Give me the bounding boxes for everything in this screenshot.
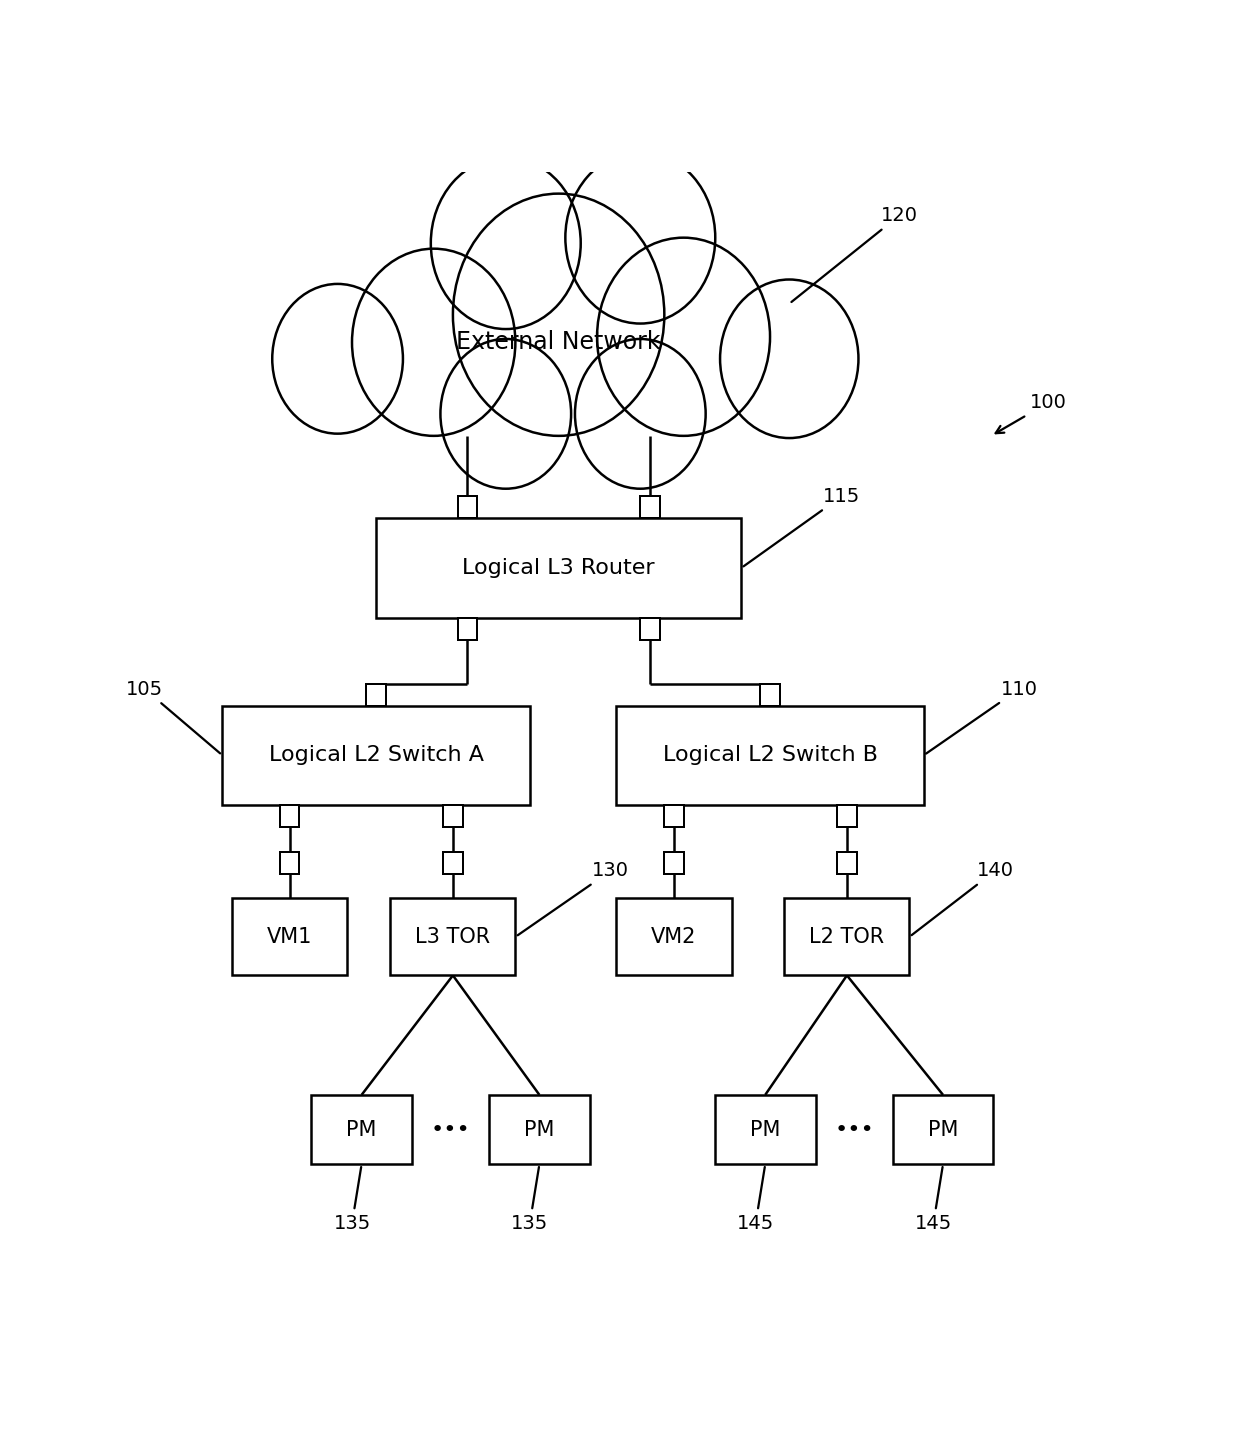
- Bar: [232, 898, 347, 975]
- Bar: [616, 898, 732, 975]
- Text: 130: 130: [517, 861, 629, 935]
- Bar: [222, 705, 529, 805]
- Bar: [616, 705, 924, 805]
- Text: 115: 115: [744, 488, 861, 566]
- Text: Logical L2 Switch A: Logical L2 Switch A: [269, 745, 484, 765]
- Text: VM1: VM1: [267, 927, 312, 947]
- Text: 135: 135: [511, 1167, 548, 1233]
- Bar: [893, 1095, 993, 1164]
- Circle shape: [453, 193, 665, 436]
- Text: Logical L2 Switch B: Logical L2 Switch B: [662, 745, 878, 765]
- Text: 145: 145: [915, 1167, 952, 1233]
- Bar: [837, 852, 857, 874]
- Text: •••: •••: [430, 1120, 470, 1140]
- Text: PM: PM: [928, 1120, 959, 1140]
- Text: PM: PM: [525, 1120, 554, 1140]
- Bar: [367, 684, 386, 705]
- Bar: [376, 519, 742, 618]
- Bar: [458, 618, 477, 639]
- Bar: [280, 852, 299, 874]
- Bar: [760, 684, 780, 705]
- Circle shape: [430, 157, 580, 329]
- Bar: [444, 852, 463, 874]
- Bar: [489, 1095, 590, 1164]
- Text: L3 TOR: L3 TOR: [415, 927, 491, 947]
- Text: 145: 145: [737, 1167, 774, 1233]
- Circle shape: [565, 152, 715, 323]
- Circle shape: [720, 279, 858, 438]
- Bar: [665, 852, 683, 874]
- Bar: [714, 1095, 816, 1164]
- Circle shape: [598, 237, 770, 436]
- Bar: [444, 805, 463, 827]
- Bar: [280, 805, 299, 827]
- Text: 110: 110: [926, 679, 1038, 754]
- Text: External Network: External Network: [456, 330, 661, 355]
- Text: L2 TOR: L2 TOR: [810, 927, 884, 947]
- Bar: [785, 898, 909, 975]
- Text: 140: 140: [911, 861, 1013, 935]
- Text: Logical L3 Router: Logical L3 Router: [463, 558, 655, 578]
- Text: 105: 105: [126, 679, 221, 754]
- Circle shape: [440, 339, 572, 489]
- Text: PM: PM: [346, 1120, 377, 1140]
- Text: VM2: VM2: [651, 927, 697, 947]
- Circle shape: [273, 285, 403, 433]
- Text: 120: 120: [791, 206, 918, 302]
- Bar: [311, 1095, 412, 1164]
- Bar: [837, 805, 857, 827]
- Bar: [665, 805, 683, 827]
- Text: •••: •••: [835, 1120, 874, 1140]
- Bar: [640, 618, 660, 639]
- Bar: [391, 898, 516, 975]
- Text: PM: PM: [750, 1120, 780, 1140]
- Bar: [640, 496, 660, 519]
- Circle shape: [575, 339, 706, 489]
- Text: 135: 135: [334, 1167, 371, 1233]
- Bar: [458, 496, 477, 519]
- Text: 100: 100: [996, 393, 1066, 433]
- Circle shape: [352, 249, 516, 436]
